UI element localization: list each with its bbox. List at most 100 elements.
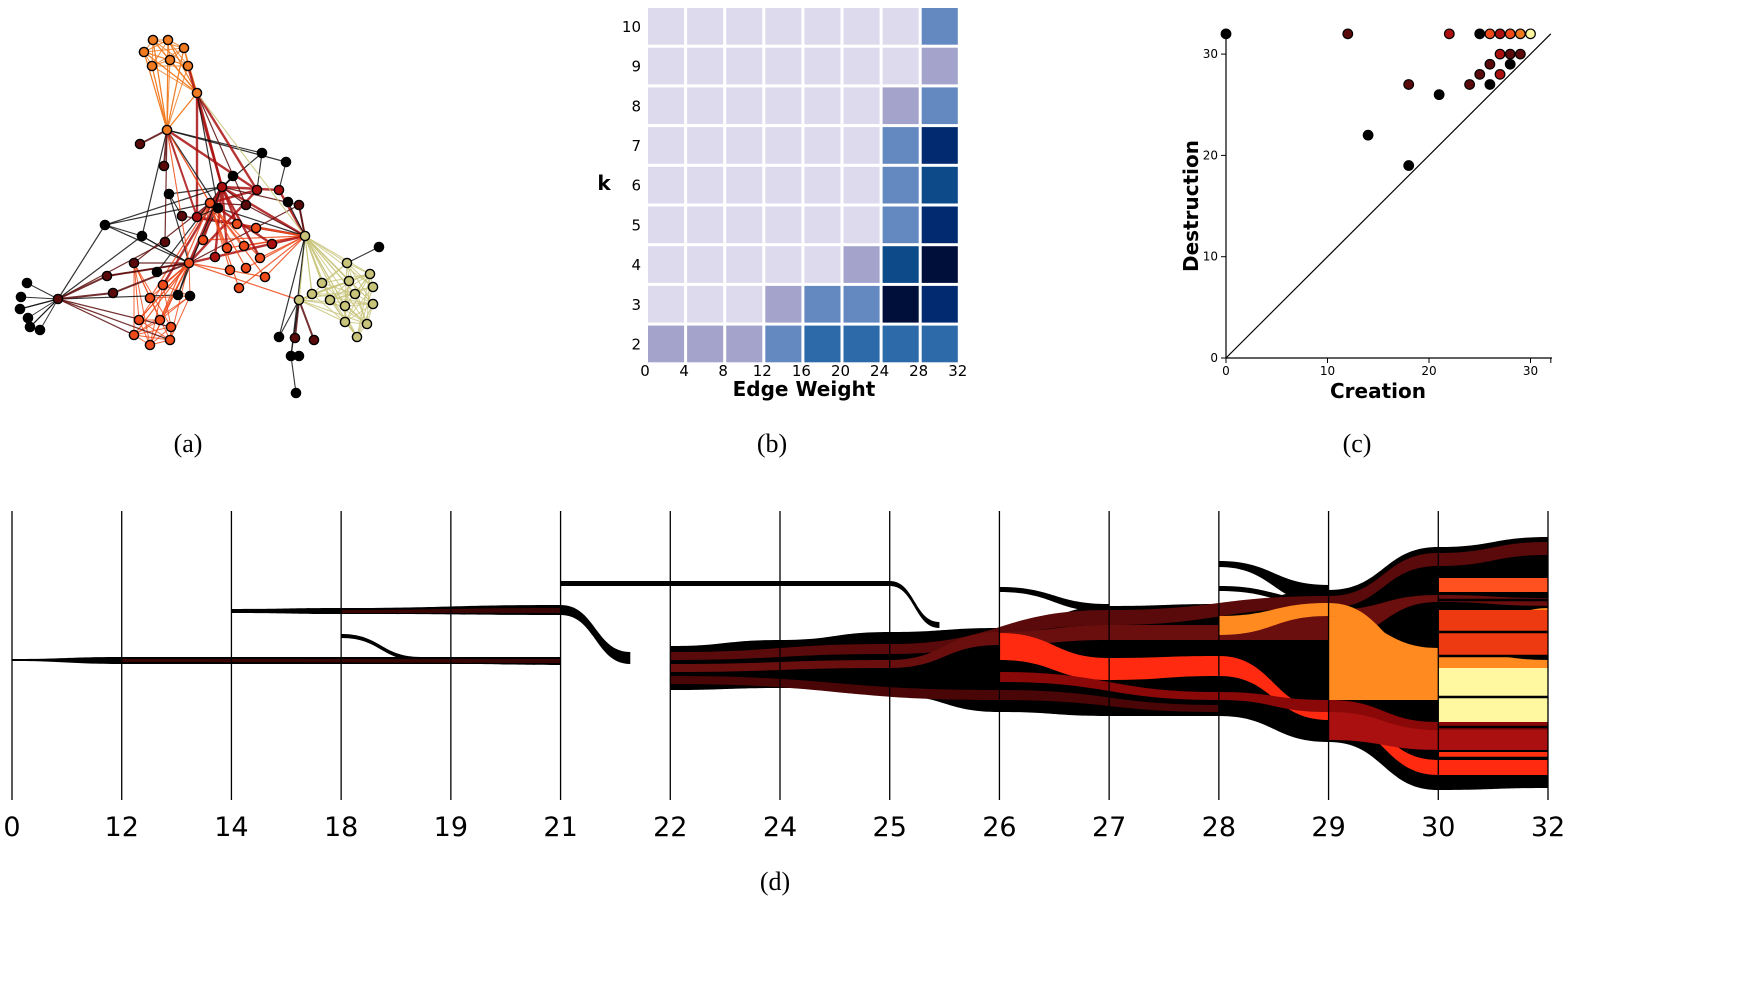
heatmap-cell xyxy=(844,286,880,323)
network-edge xyxy=(152,66,167,130)
heatmap-cell xyxy=(844,87,880,124)
heatmap-cell xyxy=(804,87,840,124)
network-edge xyxy=(105,225,142,236)
heatmap-cell xyxy=(648,8,684,45)
heatmap-cell xyxy=(726,48,762,85)
heatmap-cells xyxy=(648,8,958,362)
caption-c: (c) xyxy=(1343,429,1372,458)
caption-d: (d) xyxy=(760,867,790,896)
heatmap-cell xyxy=(883,8,919,45)
scatter-point xyxy=(1505,29,1515,39)
scatter-point xyxy=(1485,59,1495,69)
flow-band xyxy=(1438,668,1548,722)
flow-x-tick: 32 xyxy=(1531,812,1565,843)
flow-x-tick: 0 xyxy=(3,812,20,843)
heatmap-cell xyxy=(804,127,840,164)
heatmap-cell xyxy=(844,246,880,283)
scatter-point xyxy=(1485,29,1495,39)
heatmap-cell xyxy=(922,167,958,204)
heatmap-cell xyxy=(687,127,723,164)
network-node xyxy=(147,61,156,70)
network-node xyxy=(165,335,174,344)
network-node xyxy=(340,301,349,310)
scatter-y-tick: 30 xyxy=(1203,47,1218,61)
network-edge xyxy=(257,153,262,190)
flow-x-tick: 19 xyxy=(434,812,468,843)
heatmap-cell xyxy=(648,246,684,283)
panel-d-flow: 0 12 14 18 19 21 22 24 25 26 27 28 29 30 32 xyxy=(3,511,1565,843)
network-node xyxy=(134,315,143,324)
heatmap-cell xyxy=(804,207,840,244)
network-node xyxy=(317,278,326,287)
network-node xyxy=(281,157,290,166)
network-node xyxy=(166,322,175,331)
scatter-points xyxy=(1221,29,1535,170)
network-node xyxy=(325,295,334,304)
network-node xyxy=(290,333,299,342)
network-node xyxy=(145,293,154,302)
network-node xyxy=(16,292,25,301)
network-edge xyxy=(21,297,58,299)
heatmap-cell xyxy=(883,207,919,244)
network-node xyxy=(108,288,117,297)
heatmap-cell xyxy=(687,326,723,363)
network-edge xyxy=(58,299,134,335)
heatmap-y-tick: 9 xyxy=(631,58,641,76)
network-node xyxy=(241,263,250,272)
heatmap-cell xyxy=(844,8,880,45)
network-nodes xyxy=(15,35,383,397)
heatmap-cell xyxy=(648,48,684,85)
network-node xyxy=(283,197,292,206)
network-node xyxy=(294,351,303,360)
network-node xyxy=(291,388,300,397)
scatter-point xyxy=(1495,49,1505,59)
network-node xyxy=(309,335,318,344)
heatmap-cell xyxy=(922,48,958,85)
heatmap-cell xyxy=(648,87,684,124)
scatter-point xyxy=(1434,90,1444,100)
heatmap-cell xyxy=(804,246,840,283)
network-node xyxy=(160,237,169,246)
heatmap-cell xyxy=(922,207,958,244)
heatmap-cell xyxy=(883,167,919,204)
heatmap-cell xyxy=(648,286,684,323)
network-node xyxy=(25,322,34,331)
heatmap-cell xyxy=(922,8,958,45)
network-node xyxy=(177,211,186,220)
heatmap-cell xyxy=(648,167,684,204)
heatmap-cell xyxy=(687,87,723,124)
network-node xyxy=(239,241,248,250)
flow-x-ticks: 0 12 14 18 19 21 22 24 25 26 27 28 29 30 32 xyxy=(3,812,1565,843)
network-node xyxy=(252,185,261,194)
heatmap-cell xyxy=(883,87,919,124)
heatmap-cell xyxy=(844,48,880,85)
network-node xyxy=(35,325,44,334)
network-node xyxy=(139,47,148,56)
network-node xyxy=(102,271,111,280)
network-node xyxy=(241,200,250,209)
network-node xyxy=(179,43,188,52)
network-edge xyxy=(279,236,305,337)
heatmap-cell xyxy=(648,326,684,363)
heatmap-cell xyxy=(804,8,840,45)
network-node xyxy=(251,223,260,232)
scatter-point xyxy=(1505,59,1515,69)
heatmap-cell xyxy=(765,48,801,85)
heatmap-cell xyxy=(922,87,958,124)
network-edge xyxy=(167,66,188,130)
network-node xyxy=(362,319,371,328)
heatmap-cell xyxy=(765,246,801,283)
network-node xyxy=(162,125,171,134)
network-node xyxy=(368,299,377,308)
heatmap-cell xyxy=(687,207,723,244)
flow-x-tick: 24 xyxy=(763,812,797,843)
network-node xyxy=(234,283,243,292)
network-node xyxy=(232,219,241,228)
caption-a: (a) xyxy=(174,429,203,458)
heatmap-x-tick: 0 xyxy=(640,362,650,380)
network-node xyxy=(350,289,359,298)
network-node xyxy=(198,235,207,244)
heatmap-cell xyxy=(765,286,801,323)
network-edge xyxy=(167,130,257,190)
flow-x-tick: 26 xyxy=(982,812,1016,843)
